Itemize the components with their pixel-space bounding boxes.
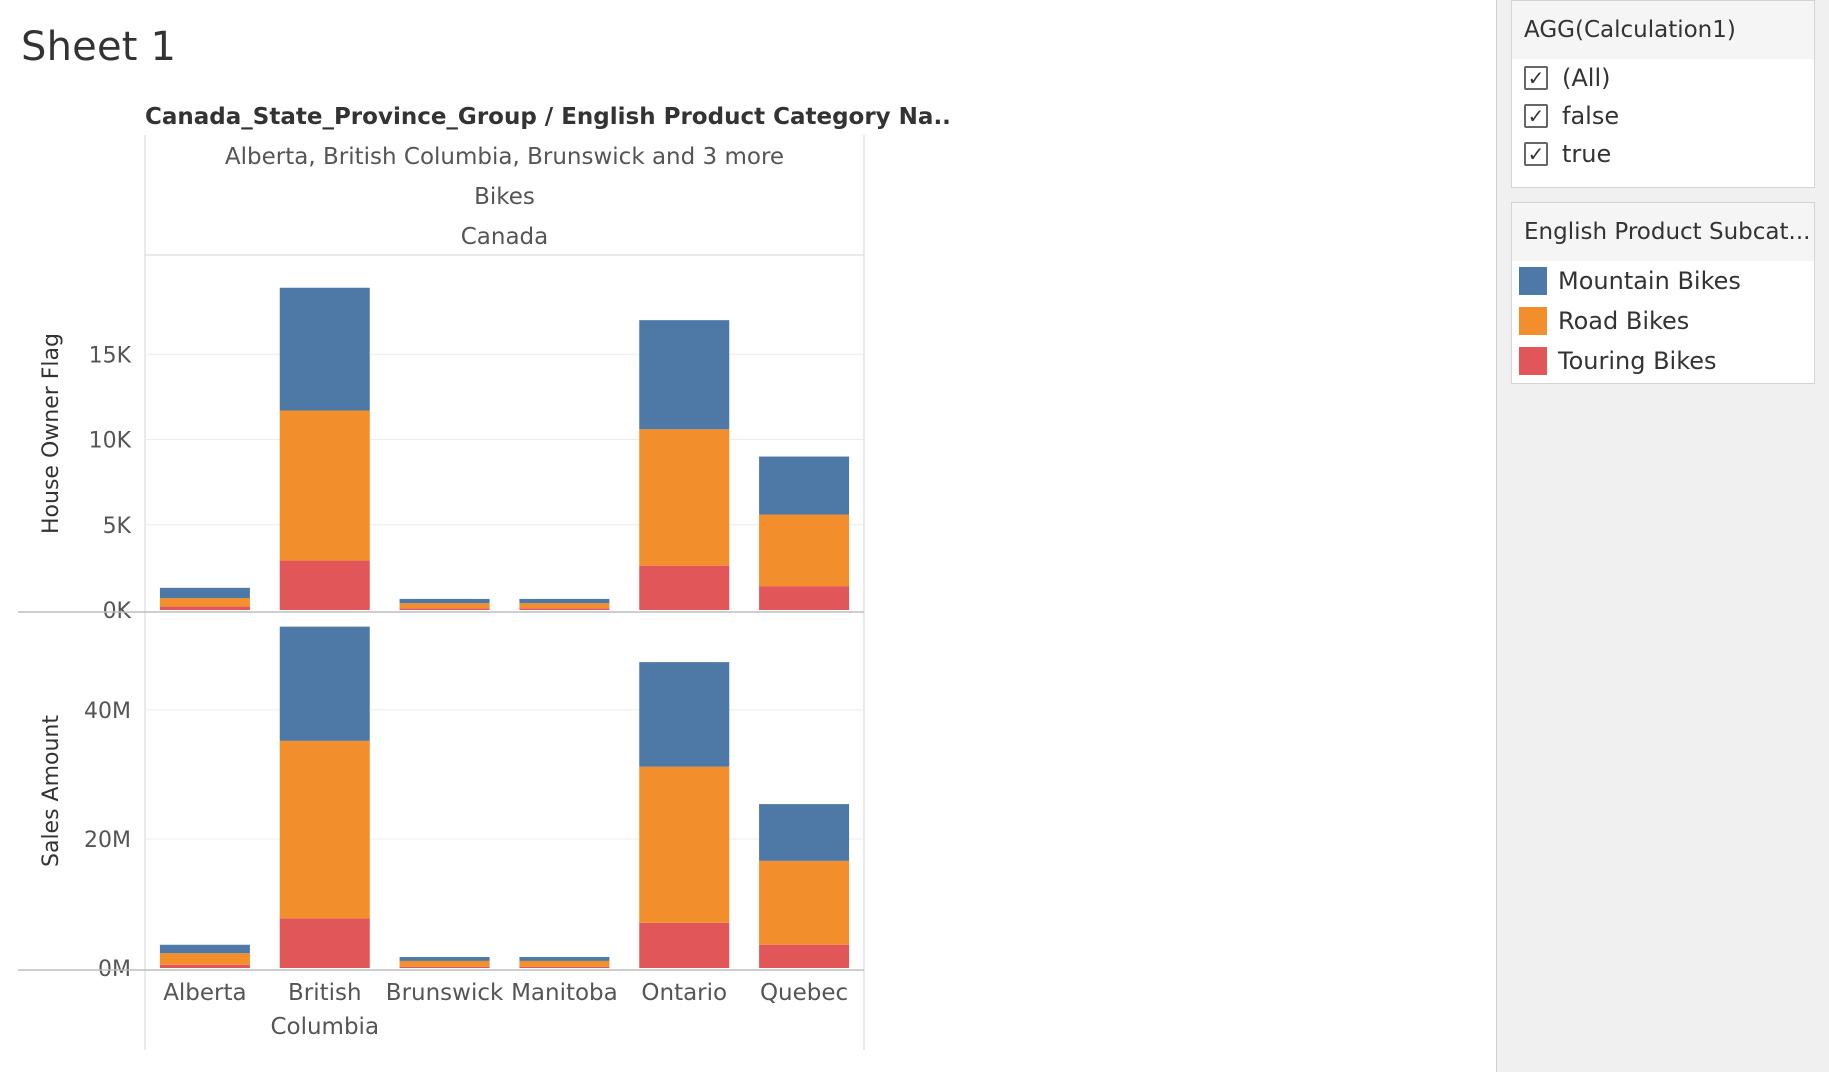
header-row-label: Bikes [474, 184, 535, 210]
bar-segment [639, 320, 730, 430]
bar-segment [759, 944, 850, 968]
bar-segment [759, 860, 850, 945]
bar-segment [279, 626, 370, 741]
legend-list: Mountain Bikes Road Bikes Touring Bikes [1512, 261, 1814, 381]
filter-item-label: (All) [1562, 64, 1611, 92]
checkbox-icon[interactable]: ✓ [1524, 104, 1548, 128]
legend-title: English Product Subcat... [1512, 203, 1814, 261]
filter-item[interactable]: ✓ (All) [1512, 59, 1814, 97]
bar-segment [399, 598, 490, 604]
worksheet: Sheet 1 Canada_State_Province_Group / En… [18, 0, 1497, 1072]
bar-segment [639, 429, 730, 566]
bar-segment [279, 918, 370, 968]
bar-segment [399, 603, 490, 609]
y-tick-label: 20M [84, 828, 131, 853]
bar-segment [159, 598, 250, 607]
side-panel: AGG(Calculation1) ✓ (All) ✓ false ✓ true Engl… [1497, 0, 1829, 1072]
legend-swatch [1519, 267, 1547, 295]
legend-swatch [1519, 307, 1547, 335]
y-axis-label: Sales Amount [39, 715, 64, 867]
y-axis-label: House Owner Flag [39, 333, 64, 534]
x-category-label: Manitoba [511, 980, 618, 1006]
legend-item[interactable]: Mountain Bikes [1512, 261, 1814, 301]
bar-segment [519, 598, 610, 604]
bar-segment [759, 804, 850, 861]
filter-list: ✓ (All) ✓ false ✓ true [1512, 59, 1814, 173]
filter-item-label: true [1562, 140, 1612, 168]
x-category-label: Alberta [163, 980, 246, 1006]
bar-segment [279, 560, 370, 610]
y-tick-label: 5K [103, 514, 132, 539]
bar-segment [279, 740, 370, 919]
bar-segment [519, 603, 610, 609]
legend-item-label: Touring Bikes [1558, 347, 1717, 375]
bar-segment [639, 565, 730, 610]
bar-segment [759, 586, 850, 610]
filter-item[interactable]: ✓ false [1512, 97, 1814, 135]
bar-segment [759, 514, 850, 587]
legend-item[interactable]: Road Bikes [1512, 301, 1814, 341]
filter-title: AGG(Calculation1) [1512, 1, 1814, 59]
y-tick-label: 15K [89, 343, 132, 368]
legend-item-label: Road Bikes [1558, 307, 1690, 335]
sheet-title: Sheet 1 [21, 24, 177, 70]
checkbox-icon[interactable]: ✓ [1524, 142, 1548, 166]
bar-segment [399, 960, 490, 967]
y-tick-label: 40M [84, 699, 131, 724]
bar-segment [399, 957, 490, 961]
header-row-label: Alberta, British Columbia, Brunswick and… [225, 144, 784, 170]
y-tick-label: 10K [89, 429, 132, 454]
bar-segment [279, 410, 370, 561]
bar-segment [159, 953, 250, 965]
bar-segment [519, 960, 610, 967]
filter-card: AGG(Calculation1) ✓ (All) ✓ false ✓ true [1511, 0, 1815, 188]
filter-item[interactable]: ✓ true [1512, 135, 1814, 173]
checkbox-icon[interactable]: ✓ [1524, 66, 1548, 90]
x-category-label: Quebec [760, 980, 848, 1006]
legend-swatch [1519, 347, 1547, 375]
bar-segment [639, 766, 730, 923]
legend-item[interactable]: Touring Bikes [1512, 341, 1814, 381]
legend-item-label: Mountain Bikes [1558, 267, 1741, 295]
bar-segment [159, 944, 250, 954]
x-category-label: Columbia [270, 1014, 379, 1040]
bar-segment [399, 608, 490, 610]
bar-segment [519, 966, 610, 968]
x-category-label: Ontario [641, 980, 727, 1006]
header-row-label: Canada [461, 224, 549, 250]
bar-segment [639, 662, 730, 767]
bar-segment [399, 966, 490, 968]
x-category-label: Brunswick [386, 980, 504, 1006]
bar-segment [159, 964, 250, 968]
bar-segment [759, 456, 850, 515]
header-title: Canada_State_Province_Group / English Pr… [145, 104, 951, 130]
bar-segment [639, 922, 730, 968]
bar-segment [159, 606, 250, 610]
x-category-label: British [288, 980, 362, 1006]
bar-segment [159, 587, 250, 599]
bar-segment [519, 957, 610, 961]
stacked-bar-chart: Canada_State_Province_Group / English Pr… [18, 104, 951, 1050]
color-legend: English Product Subcat... Mountain Bikes… [1511, 202, 1815, 384]
bar-segment [519, 608, 610, 610]
filter-item-label: false [1562, 102, 1620, 130]
bar-segment [279, 287, 370, 411]
